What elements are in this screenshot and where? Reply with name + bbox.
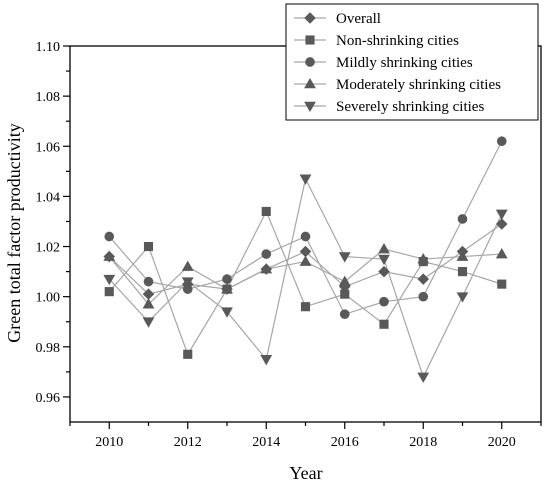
x-tick-label: 2016 xyxy=(331,435,359,450)
data-point-series-2 xyxy=(222,274,232,284)
y-tick-label: 0.98 xyxy=(36,341,61,356)
series-line-2 xyxy=(108,140,503,315)
x-tick-label: 2014 xyxy=(252,435,280,450)
data-point-series-3 xyxy=(299,255,312,266)
legend-label: Mildly shrinking cities xyxy=(336,55,473,71)
x-axis: 2010 2012 2014 2016 2018 2020 xyxy=(69,422,542,450)
data-point-series-2 xyxy=(457,214,468,224)
legend-label: Non-shrinking cities xyxy=(336,33,459,49)
data-point-series-2 xyxy=(261,249,272,259)
data-point-series-0 xyxy=(417,273,430,285)
y-axis-title: Green total factor productivity xyxy=(4,123,24,342)
y-tick-label: 1.00 xyxy=(36,291,61,306)
data-point-series-1 xyxy=(261,206,271,216)
series-line-4 xyxy=(108,177,503,379)
data-point-series-3 xyxy=(456,250,469,261)
data-point-series-4 xyxy=(456,292,469,303)
y-axis: 0.96 0.98 1.00 1.02 1.04 1.06 1.08 1.10 xyxy=(36,40,70,406)
data-point-series-1 xyxy=(300,302,311,312)
y-tick-label: 1.10 xyxy=(36,40,61,55)
data-point-series-2 xyxy=(339,309,350,320)
data-point-series-3 xyxy=(103,250,116,261)
legend-marker xyxy=(304,101,316,113)
series-markers xyxy=(103,136,508,383)
data-point-series-4 xyxy=(417,372,430,383)
y-tick-label: 1.06 xyxy=(36,140,61,155)
x-tick-label: 2020 xyxy=(488,435,516,450)
legend-label: Severely shrinking cities xyxy=(336,99,484,115)
y-tick-label: 1.08 xyxy=(36,90,61,105)
data-point-series-4 xyxy=(495,209,508,220)
legend: Overall Non-shrinking cities Mildly shrink… xyxy=(285,3,539,121)
data-point-series-4 xyxy=(378,254,390,266)
x-axis-title: Year xyxy=(289,463,322,483)
y-tick-label: 0.96 xyxy=(36,391,61,406)
y-tick-label: 1.04 xyxy=(36,190,61,205)
data-point-series-2 xyxy=(418,291,429,302)
legend-label: Moderately shrinking cities xyxy=(336,77,501,93)
data-point-series-2 xyxy=(143,276,154,287)
data-point-series-0 xyxy=(495,218,508,230)
data-point-series-1 xyxy=(497,279,507,289)
data-point-series-1 xyxy=(379,319,389,329)
data-point-series-4 xyxy=(338,252,351,263)
data-point-series-3 xyxy=(338,275,351,286)
data-point-series-4 xyxy=(103,274,116,286)
data-point-series-2 xyxy=(379,296,389,307)
data-point-series-3 xyxy=(260,263,273,274)
y-tick-label: 1.02 xyxy=(36,241,61,256)
x-tick-label: 2012 xyxy=(174,435,202,450)
legend-label: Overall xyxy=(336,11,381,27)
data-point-series-4 xyxy=(260,355,273,366)
data-point-series-3 xyxy=(181,260,194,271)
data-point-series-2 xyxy=(300,231,311,242)
data-point-series-2 xyxy=(496,136,507,147)
legend-marker xyxy=(305,35,315,45)
data-point-series-4 xyxy=(142,317,155,328)
data-point-series-1 xyxy=(340,289,350,299)
data-point-series-1 xyxy=(143,241,154,252)
legend-box xyxy=(285,3,539,121)
data-point-series-2 xyxy=(104,231,115,242)
data-point-series-4 xyxy=(299,174,312,185)
legend-marker xyxy=(304,77,316,89)
data-point-series-0 xyxy=(378,265,390,278)
data-point-series-3 xyxy=(495,248,508,259)
data-point-series-1 xyxy=(457,267,468,277)
legend-marker xyxy=(305,57,315,67)
data-point-series-4 xyxy=(221,307,233,318)
data-point-series-3 xyxy=(221,283,233,294)
data-point-series-3 xyxy=(378,243,390,254)
x-tick-label: 2010 xyxy=(95,435,123,450)
data-point-series-4 xyxy=(181,277,194,288)
data-point-series-3 xyxy=(417,253,430,264)
x-tick-label: 2018 xyxy=(409,435,437,450)
data-point-series-3 xyxy=(142,298,155,309)
data-point-series-1 xyxy=(104,287,114,297)
data-point-series-1 xyxy=(183,349,193,359)
legend-marker xyxy=(304,12,316,24)
